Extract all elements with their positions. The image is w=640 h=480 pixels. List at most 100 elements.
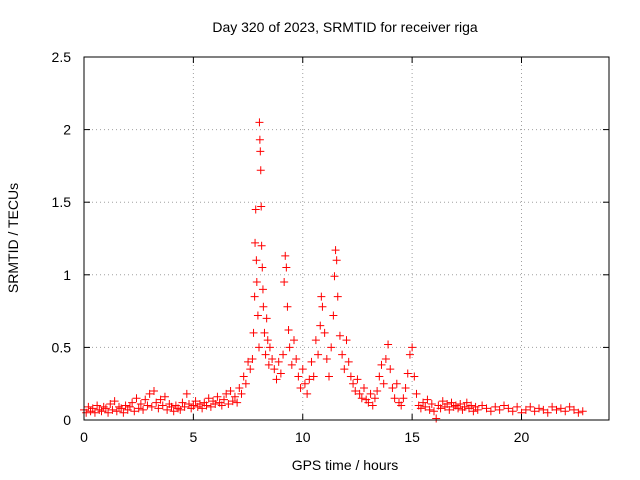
data-point [257, 202, 266, 211]
data-point [258, 285, 267, 294]
data-point [314, 350, 323, 359]
data-point [112, 407, 121, 416]
data-point [176, 405, 185, 414]
data-point [303, 389, 312, 398]
data-point [262, 314, 271, 323]
data-point [261, 350, 270, 359]
data-point [320, 328, 329, 337]
data-point [349, 379, 358, 388]
plot-frame [83, 56, 610, 421]
data-point [204, 394, 213, 403]
data-point [578, 407, 587, 416]
data-point [152, 398, 161, 407]
data-point [473, 405, 482, 414]
y-tick-label: 2 [63, 122, 71, 138]
data-point [121, 401, 130, 410]
grid [84, 57, 609, 420]
data-point [150, 386, 158, 395]
data-point [486, 407, 495, 416]
data-point [460, 402, 469, 411]
data-point [211, 400, 220, 409]
data-point [178, 398, 187, 407]
data-point [469, 407, 478, 416]
data-point [408, 343, 417, 352]
data-point [244, 357, 253, 366]
data-point [375, 372, 384, 381]
data-point [311, 336, 320, 345]
data-point [454, 404, 463, 413]
data-point [379, 379, 388, 388]
data-point [253, 311, 262, 320]
data-point [88, 404, 97, 413]
x-tick-label: 20 [514, 429, 530, 445]
data-point [97, 407, 106, 416]
data-point [526, 402, 535, 411]
data-point [292, 355, 301, 364]
data-point [280, 278, 289, 287]
data-point [300, 379, 309, 388]
data-point [189, 401, 198, 410]
data-point [368, 401, 377, 410]
data-point [259, 302, 268, 311]
data-point [226, 386, 235, 395]
data-point [156, 395, 165, 404]
data-point [430, 407, 438, 416]
data-point [329, 311, 338, 320]
data-point [386, 365, 395, 374]
data-point [198, 404, 207, 413]
data-point [556, 404, 565, 413]
x-tick-label: 15 [404, 429, 420, 445]
data-point [257, 241, 266, 250]
data-point [423, 395, 432, 404]
data-point [252, 256, 261, 265]
data-point [390, 394, 399, 403]
data-point [403, 369, 412, 378]
data-point [230, 392, 239, 401]
data-point [119, 408, 128, 417]
data-point [436, 404, 445, 413]
data-point [217, 401, 226, 410]
data-point [233, 398, 242, 407]
data-point [491, 402, 500, 411]
data-point [548, 402, 557, 411]
data-point [381, 355, 390, 364]
data-point [344, 357, 353, 366]
data-point [255, 118, 264, 127]
data-point [432, 414, 441, 423]
data-point [340, 365, 349, 374]
data-point [290, 336, 298, 345]
data-point [416, 404, 425, 413]
data-point [445, 405, 454, 414]
data-point [325, 372, 333, 381]
x-tick-label: 0 [80, 429, 88, 445]
data-point [202, 401, 211, 410]
data-point [104, 408, 113, 417]
data-point [353, 375, 362, 384]
data-point [125, 402, 134, 411]
data-point [443, 400, 452, 409]
data-point [139, 405, 148, 414]
data-point [143, 401, 152, 410]
data-point [101, 404, 110, 413]
data-point [412, 389, 421, 398]
data-point [298, 365, 307, 374]
data-point [508, 407, 517, 416]
data-point [167, 402, 176, 411]
data-point [330, 272, 339, 281]
data-point [294, 372, 303, 381]
data-point [530, 407, 539, 416]
data-point [128, 398, 137, 407]
data-point [427, 400, 436, 409]
data-point [332, 256, 341, 265]
data-point [317, 292, 326, 301]
data-point [570, 405, 578, 414]
data-point [106, 400, 115, 409]
data-point [180, 402, 189, 411]
y-tick-label: 2.5 [52, 49, 72, 65]
data-point [265, 343, 274, 352]
data-point [248, 355, 257, 364]
data-point [351, 386, 360, 395]
data-point [574, 408, 583, 417]
y-tick-label: 1.5 [52, 194, 72, 210]
